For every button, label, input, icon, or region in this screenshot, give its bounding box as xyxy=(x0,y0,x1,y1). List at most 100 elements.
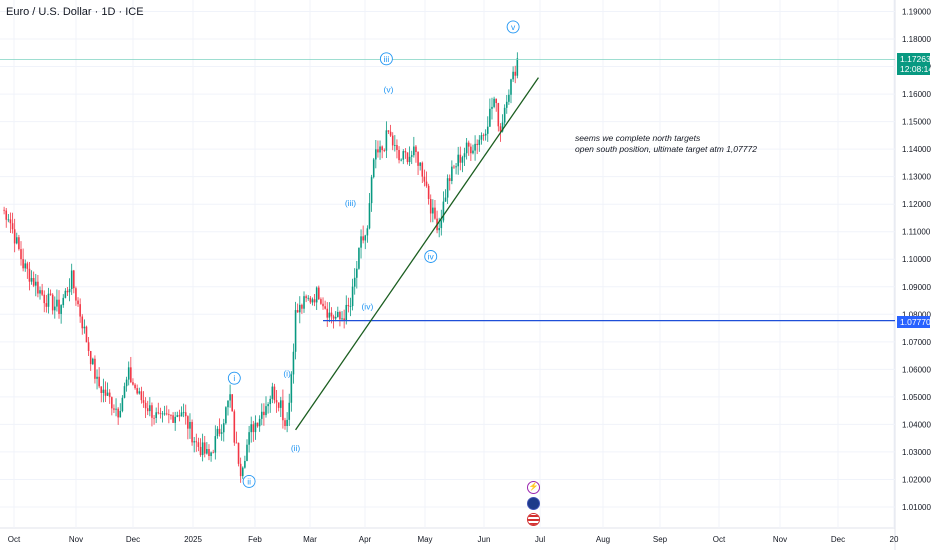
candle-body xyxy=(176,415,179,417)
candle-body xyxy=(208,448,210,456)
y-tick-label: 1.10000 xyxy=(902,255,931,264)
candle-body xyxy=(343,318,345,321)
candle-body xyxy=(427,185,430,199)
flash-event-icon[interactable]: ⚡ xyxy=(527,481,540,494)
candle-body xyxy=(263,411,265,416)
candle-body xyxy=(89,350,92,365)
candle-body xyxy=(499,126,502,132)
candle-body xyxy=(161,413,164,415)
candle-body xyxy=(62,297,65,306)
support-trendline[interactable] xyxy=(295,77,539,431)
candle-body xyxy=(279,400,282,408)
candle-body xyxy=(387,130,390,132)
wave-label: iv xyxy=(428,251,435,261)
candle-body xyxy=(400,159,402,161)
candle-body xyxy=(11,223,14,230)
x-tick-label: Dec xyxy=(831,535,845,544)
candle-body xyxy=(389,131,392,136)
x-tick-label: Dec xyxy=(126,535,140,544)
candle-body xyxy=(163,413,166,415)
candle-body xyxy=(419,162,421,166)
candle-body xyxy=(18,237,20,250)
candle-body xyxy=(482,135,485,137)
candle-body xyxy=(417,152,419,166)
candle-body xyxy=(187,416,189,429)
candle-body xyxy=(244,460,246,468)
candle-body xyxy=(381,146,383,151)
candle-body xyxy=(406,152,409,163)
candle-body xyxy=(130,367,132,383)
candle-body xyxy=(472,150,474,154)
y-tick-label: 1.19000 xyxy=(902,8,931,17)
candle-body xyxy=(34,281,37,286)
candle-body xyxy=(353,277,356,287)
y-tick-label: 1.11000 xyxy=(902,228,931,237)
candle-body xyxy=(516,58,519,76)
candle-body xyxy=(434,207,436,219)
candle-body xyxy=(457,154,459,167)
x-tick-label: Jun xyxy=(478,535,491,544)
candle-body xyxy=(267,404,269,407)
candle-body xyxy=(429,198,432,214)
x-tick-label: Oct xyxy=(8,535,21,544)
candle-body xyxy=(294,310,297,352)
candle-body xyxy=(220,432,223,434)
candle-body xyxy=(157,412,160,414)
us-flag-icon[interactable] xyxy=(527,513,540,526)
candle-body xyxy=(495,98,498,104)
candle-body xyxy=(182,412,185,414)
candle-body xyxy=(377,149,379,153)
candle-body xyxy=(410,155,413,157)
candle-body xyxy=(56,299,58,307)
candle-body xyxy=(463,153,466,158)
candle-body xyxy=(104,389,107,396)
candle-body xyxy=(64,290,67,298)
candle-body xyxy=(26,263,29,269)
candle-body xyxy=(81,316,84,329)
candle-body xyxy=(58,299,60,314)
candle-body xyxy=(505,101,508,108)
candle-body xyxy=(193,441,195,443)
candle-body xyxy=(301,304,303,309)
candle-body xyxy=(22,259,24,269)
candle-body xyxy=(271,386,274,399)
candle-body xyxy=(315,287,318,303)
candle-body xyxy=(476,143,478,146)
candle-body xyxy=(332,316,335,319)
candle-body xyxy=(235,442,238,444)
candle-body xyxy=(438,228,440,231)
x-tick-label: Feb xyxy=(248,535,262,544)
symbol-title[interactable]: Euro / U.S. Dollar · 1D · ICE xyxy=(6,6,144,18)
candle-body xyxy=(75,288,77,301)
candle-body xyxy=(108,392,111,398)
candle-body xyxy=(144,402,147,409)
y-tick-label: 1.08000 xyxy=(902,310,931,319)
candle-body xyxy=(366,228,369,236)
wave-labels: iii(i)(ii)(iii)(iv)iii(v)ivv xyxy=(227,20,520,488)
candle-body xyxy=(43,294,46,304)
candle-body xyxy=(102,389,105,393)
x-tick-label: Oct xyxy=(713,535,726,544)
y-tick-label: 1.16000 xyxy=(902,90,931,99)
candle-body xyxy=(328,312,331,318)
x-tick-label: 2025 xyxy=(184,535,202,544)
candle-body xyxy=(68,289,71,293)
candle-body xyxy=(96,376,98,379)
candle-body xyxy=(106,392,109,396)
candle-body xyxy=(303,296,305,309)
flash-glyph: ⚡ xyxy=(528,482,539,491)
candle-body xyxy=(180,412,183,417)
candle-body xyxy=(149,405,151,412)
candle-body xyxy=(269,398,272,405)
candle-body xyxy=(170,414,172,416)
candle-body xyxy=(455,166,457,168)
candle-body xyxy=(60,305,62,314)
candle-body xyxy=(402,151,405,160)
y-tick-label: 1.05000 xyxy=(902,393,931,402)
candle-body xyxy=(486,126,489,134)
eu-flag-icon[interactable] xyxy=(527,497,540,510)
candle-body xyxy=(489,108,491,127)
candle-body xyxy=(275,400,278,403)
